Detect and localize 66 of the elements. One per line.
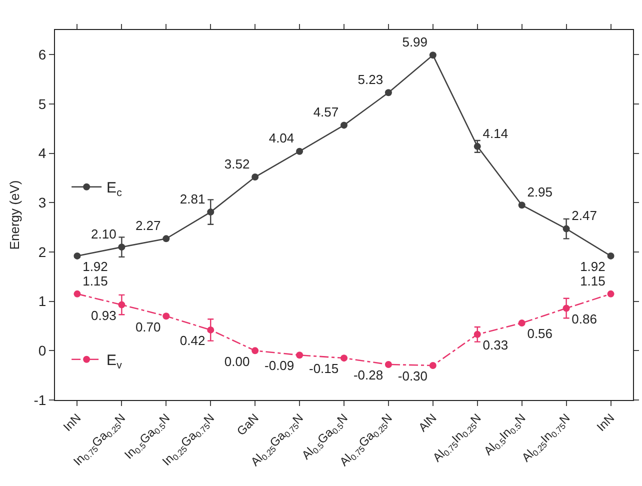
y-tick-label: 4 — [38, 145, 46, 162]
data-label: 2.95 — [527, 184, 553, 200]
data-label: -0.28 — [353, 368, 384, 383]
point — [207, 208, 214, 216]
point — [162, 312, 170, 320]
data-label: 0.42 — [180, 333, 206, 348]
data-label: 2.27 — [135, 218, 161, 234]
data-label: 1.15 — [82, 273, 108, 288]
data-label: 5.99 — [402, 34, 428, 50]
data-label: 4.04 — [268, 130, 294, 146]
data-label: 1.15 — [580, 273, 606, 288]
point — [518, 202, 526, 209]
legend-label: E$_{v}$ — [106, 352, 123, 372]
x-tick-label: InN — [594, 410, 618, 434]
y-tick-label: 5 — [38, 96, 46, 112]
data-label: 1.92 — [82, 259, 108, 274]
y-tick-label: 1 — [38, 293, 46, 310]
data-label: 0.33 — [482, 338, 508, 353]
data-label: 0.00 — [224, 354, 250, 369]
data-label: 5.23 — [358, 72, 384, 88]
point — [607, 290, 614, 298]
point — [384, 89, 392, 96]
data-label: 4.57 — [313, 104, 339, 120]
data-label: 0.86 — [572, 311, 597, 326]
point — [118, 244, 126, 251]
point — [74, 252, 81, 260]
data-label: 4.14 — [482, 126, 508, 141]
point — [207, 326, 214, 334]
data-label: -0.30 — [398, 368, 428, 384]
data-label: 0.56 — [527, 326, 553, 342]
y-tick-label: 6 — [38, 46, 46, 63]
data-label: -0.15 — [308, 361, 339, 376]
point — [384, 360, 392, 368]
data-label: 2.47 — [572, 208, 597, 224]
point — [296, 352, 304, 359]
data-label: 1.92 — [580, 259, 606, 274]
y-axis-title: Energy (eV) — [7, 180, 22, 250]
point — [118, 301, 126, 308]
point — [252, 174, 259, 181]
x-tick-label: AlN — [416, 410, 440, 434]
point — [562, 304, 570, 312]
x-tick-label: InN — [60, 410, 84, 434]
point — [562, 225, 570, 232]
y-tick-label: -1 — [34, 392, 46, 408]
y-tick-label: 0 — [38, 342, 46, 359]
point — [296, 148, 304, 155]
y-tick-label: 2 — [38, 244, 46, 260]
point — [474, 142, 481, 150]
point — [162, 235, 170, 242]
point — [340, 122, 348, 129]
point — [607, 252, 614, 260]
data-label: 3.52 — [224, 156, 250, 172]
data-label: -0.09 — [264, 358, 294, 374]
data-label: 0.93 — [91, 308, 116, 323]
y-tick-label: 3 — [38, 194, 46, 211]
data-label: 0.70 — [135, 319, 161, 334]
point — [340, 354, 348, 362]
point — [429, 52, 436, 59]
data-label: 2.10 — [91, 226, 116, 242]
point — [518, 320, 526, 327]
point — [74, 290, 81, 298]
point — [474, 330, 481, 338]
data-label: 2.81 — [180, 191, 206, 206]
legend-label: E$_{c}$ — [106, 180, 122, 199]
point — [429, 362, 436, 369]
point — [252, 347, 259, 354]
